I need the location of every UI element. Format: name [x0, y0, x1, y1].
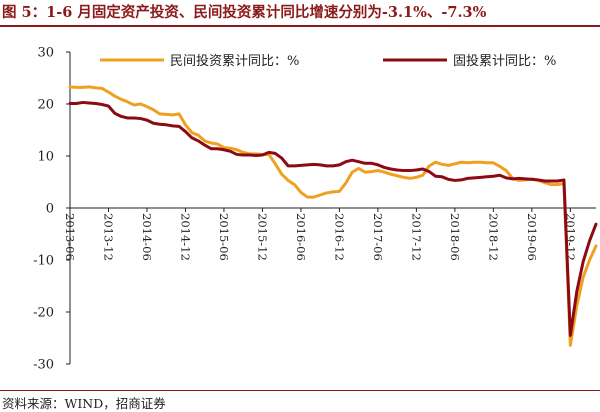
x-tick-label: 2014-06 — [140, 213, 154, 261]
title-rule — [0, 25, 600, 27]
x-tick-label: 2014-12 — [178, 213, 192, 261]
x-tick-label: 2015-06 — [217, 213, 231, 261]
x-tick-label: 2018-12 — [486, 213, 500, 261]
x-tick-label: 2017-06 — [371, 213, 385, 261]
legend-label: 民间投资累计同比：% — [170, 53, 299, 69]
y-tick-label: 0 — [46, 202, 54, 217]
x-tick-label: 2016-06 — [294, 213, 308, 261]
chart-axes: -30 -20 -10 0 10 20 30 2013-06 2013-12 2014-06 201… — [33, 46, 596, 373]
x-tick-label: 2013-06 — [63, 213, 77, 261]
x-tick-label: 2013-12 — [101, 213, 115, 261]
y-tick-label: 10 — [37, 150, 54, 165]
x-tick-label: 2018-06 — [448, 213, 462, 261]
y-tick-label: 20 — [37, 98, 54, 113]
x-tick-label: 2015-12 — [255, 213, 269, 261]
y-tick-label: -30 — [33, 358, 54, 373]
x-tick-label: 2016-12 — [332, 213, 346, 261]
y-tick-label: 30 — [37, 46, 54, 61]
legend-label: 固投累计同比：% — [453, 53, 556, 69]
y-tick-label: -20 — [33, 306, 54, 321]
x-tick-label: 2017-12 — [409, 213, 423, 261]
chart-series — [68, 85, 598, 347]
y-tick-label: -10 — [33, 254, 54, 269]
x-tick-label: 2019-06 — [525, 213, 539, 261]
series-line-fixed-investment — [68, 100, 598, 337]
series-line-private-investment — [68, 85, 598, 347]
source-rule — [0, 390, 600, 391]
chart-legend: 民间投资累计同比：% 固投累计同比：% — [100, 53, 556, 69]
figure-title: 图 5：1-6 月固定资产投资、民间投资累计同比增速分别为-3.1%、-7.3% — [2, 4, 487, 21]
source-note: 资料来源：WIND，招商证券 — [2, 396, 166, 411]
